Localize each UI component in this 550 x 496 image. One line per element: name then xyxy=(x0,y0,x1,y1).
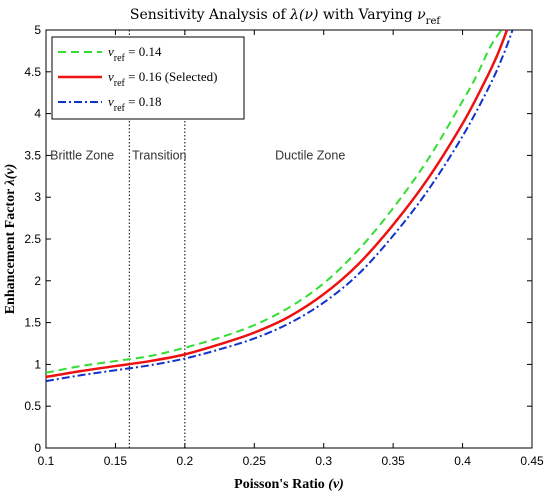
zone-label: Transition xyxy=(132,149,186,163)
y-tick-label: 0 xyxy=(34,441,41,455)
y-tick-label: 0.5 xyxy=(24,399,41,413)
x-tick-label: 0.3 xyxy=(315,454,332,468)
y-tick-label: 1 xyxy=(34,357,41,371)
y-tick-label: 1.5 xyxy=(24,316,41,330)
legend-label: νref = 0.16 (Selected) xyxy=(108,69,217,89)
series-lines xyxy=(45,29,514,383)
x-tick-label: 0.35 xyxy=(381,454,405,468)
y-tick-label: 3.5 xyxy=(24,148,41,162)
x-tick-label: 0.45 xyxy=(520,454,544,468)
y-tick-label: 3 xyxy=(34,190,41,204)
series-line xyxy=(45,29,509,379)
zone-label: Brittle Zone xyxy=(50,149,114,163)
x-tick-label: 0.1 xyxy=(38,454,55,468)
legend: νref = 0.14 νref = 0.16 (Selected) νref = … xyxy=(51,36,245,120)
x-tick-label: 0.15 xyxy=(104,454,128,468)
y-tick-label: 2.5 xyxy=(24,232,41,246)
chart-title: Sensitivity Analysis of λ(ν) with Varyin… xyxy=(130,7,441,27)
x-axis-label: Poisson's Ratio (ν) xyxy=(234,477,344,492)
zone-label: Ductile Zone xyxy=(275,149,345,163)
legend-label: νref = 0.14 xyxy=(108,44,162,64)
series-line xyxy=(45,29,514,383)
y-tick-label: 5 xyxy=(34,23,41,37)
x-tick-label: 0.25 xyxy=(243,454,267,468)
series-line xyxy=(45,29,503,374)
y-tick-label: 2 xyxy=(34,274,41,288)
zone-annotations: Brittle Zone Transition Ductile Zone xyxy=(50,149,345,163)
x-tick-label: 0.2 xyxy=(177,454,194,468)
legend-label: νref = 0.18 xyxy=(108,94,161,114)
y-axis-label: Enhancement Factor λ(ν) xyxy=(3,164,18,315)
axis-ticks: 0.1 0.15 0.2 0.25 0.3 0.35 0.4 0.45 0 0.5 1 1.5 2 2.5… xyxy=(24,23,544,468)
y-tick-label: 4.5 xyxy=(24,65,41,79)
y-tick-label: 4 xyxy=(34,107,41,121)
x-tick-label: 0.4 xyxy=(454,454,471,468)
